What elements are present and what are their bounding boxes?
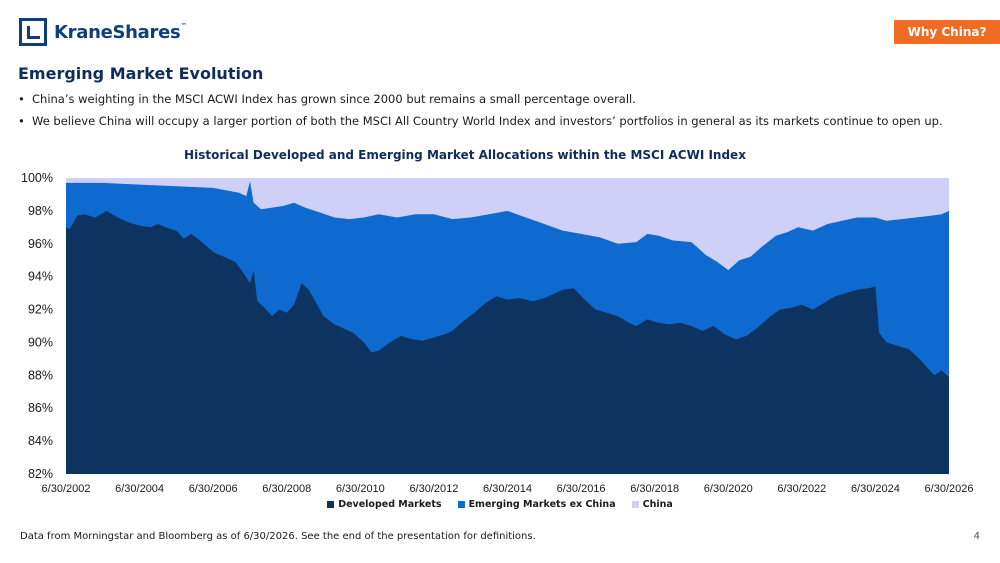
y-tick-label: 98% (28, 204, 53, 218)
x-tick-label: 6/30/2004 (115, 483, 164, 495)
page-number: 4 (973, 531, 980, 542)
y-tick-label: 94% (28, 270, 53, 284)
source-footnote: Data from Morningstar and Bloomberg as o… (20, 531, 536, 542)
x-tick-label: 6/30/2018 (630, 483, 679, 495)
x-tick-label: 6/30/2002 (42, 483, 91, 495)
x-tick-label: 6/30/2020 (704, 483, 753, 495)
bullet-list: China’s weighting in the MSCI ACWI Index… (18, 92, 978, 136)
legend-label-em-ex-china: Emerging Markets ex China (468, 499, 616, 510)
kraneshares-logo-icon (19, 18, 47, 46)
chart-title: Historical Developed and Emerging Market… (184, 148, 746, 162)
kraneshares-logo: KraneShares™ (19, 18, 187, 46)
section-tag: Why China? (894, 20, 1000, 44)
x-tick-label: 6/30/2022 (777, 483, 826, 495)
x-tick-label: 6/30/2014 (483, 483, 532, 495)
y-tick-label: 92% (28, 303, 53, 317)
y-tick-label: 86% (28, 401, 53, 415)
legend-item-em-ex-china: Emerging Markets ex China (457, 499, 616, 510)
slide-title: Emerging Market Evolution (18, 64, 264, 83)
area-developed (66, 210, 949, 474)
trademark-mark: ™ (180, 21, 188, 30)
legend-item-developed: Developed Markets (327, 499, 442, 510)
y-tick-label: 96% (28, 237, 53, 251)
x-tick-label: 6/30/2026 (925, 483, 974, 495)
legend-label-china: China (642, 499, 673, 510)
legend-item-china: China (631, 499, 673, 510)
y-tick-label: 88% (28, 368, 53, 382)
x-tick-label: 6/30/2006 (189, 483, 238, 495)
x-tick-label: 6/30/2010 (336, 483, 385, 495)
legend-label-developed: Developed Markets (338, 499, 442, 510)
legend-swatch-em-ex-china (457, 501, 465, 508)
x-tick-label: 6/30/2008 (262, 483, 311, 495)
y-tick-label: 84% (28, 434, 53, 448)
x-tick-label: 6/30/2012 (409, 483, 458, 495)
x-tick-label: 6/30/2016 (557, 483, 606, 495)
y-tick-label: 82% (28, 467, 53, 481)
allocation-area-chart: 82% 84% 86% 88% 90% 92% 94% 96% 98% 100% 6/30/200… (21, 171, 974, 495)
x-tick-label: 6/30/2024 (851, 483, 900, 495)
brand-name: KraneShares™ (54, 21, 188, 43)
legend-swatch-developed (327, 501, 335, 508)
y-tick-label: 90% (28, 335, 53, 349)
bullet-item-2: We believe China will occupy a larger po… (18, 114, 978, 129)
legend-swatch-china (631, 501, 639, 508)
y-tick-label: 100% (21, 171, 53, 185)
chart-legend: Developed Markets Emerging Markets ex Ch… (0, 499, 1000, 510)
bullet-item-1: China’s weighting in the MSCI ACWI Index… (18, 92, 978, 107)
